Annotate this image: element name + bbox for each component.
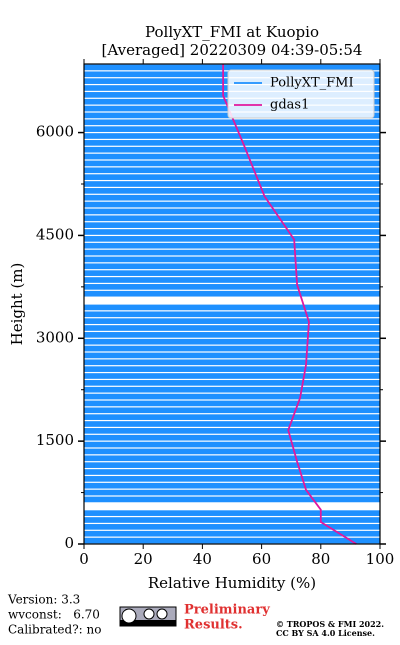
y-tick-label: 6000 [36, 123, 74, 141]
profile-strip [84, 311, 380, 318]
profile-strip [84, 517, 380, 523]
y-tick-label: 0 [64, 534, 74, 552]
profile-strip [84, 400, 380, 407]
plot-frame [83, 63, 381, 545]
profile-strip [84, 373, 380, 379]
profile-strip [84, 332, 380, 338]
profile-strip [84, 325, 380, 331]
profile-strip [84, 462, 380, 468]
x-tick-label: 100 [366, 550, 395, 568]
profile-strip [84, 338, 380, 345]
profile-strip [84, 304, 380, 311]
profile-strip [84, 133, 380, 139]
profile-strip [84, 236, 380, 242]
license: CC BY SA 4.0 License. [276, 628, 375, 638]
profile-strip [84, 476, 380, 482]
y-tick-label: 1500 [36, 431, 74, 449]
profile-strip [84, 407, 380, 414]
legend-box [227, 69, 375, 119]
profile-strip [84, 448, 380, 455]
profile-strip [84, 181, 380, 187]
profile-strip [84, 380, 380, 386]
profile-strip [84, 510, 380, 516]
profile-strip [84, 482, 380, 489]
profile-strip [84, 222, 380, 228]
x-tick-label: 80 [311, 550, 330, 568]
profile-line [222, 64, 357, 545]
profile-strip [84, 496, 380, 503]
profile-strip [84, 194, 380, 201]
profile-strip [84, 290, 380, 297]
profile-strip [84, 455, 380, 462]
profile-strip [84, 119, 380, 126]
profile-strip [84, 201, 380, 208]
profile-strip [84, 537, 380, 544]
x-axis-label: Relative Humidity (%) [148, 574, 316, 592]
profile-strip [84, 277, 380, 283]
profile-strip [84, 359, 380, 366]
profile-strip [84, 428, 380, 434]
profile-strip [84, 140, 380, 146]
profile-strip [84, 215, 380, 222]
x-tick-label: 60 [252, 550, 271, 568]
profile-strip [84, 174, 380, 180]
preliminary-note: Preliminary [184, 603, 270, 618]
profile-strip [84, 229, 380, 235]
profile-strip [84, 249, 380, 256]
footer-version: Version: 3.3 [7, 593, 80, 607]
profile-strip [84, 366, 380, 372]
profile-strip [84, 153, 380, 160]
profile-strip [84, 530, 380, 537]
chart-title: PollyXT_FMI at Kuopio [145, 23, 319, 41]
x-tick-label: 40 [193, 550, 212, 568]
profile-strip [84, 414, 380, 420]
profile-strip [84, 126, 380, 132]
profile-strip [84, 284, 380, 290]
legend-label: gdas1 [270, 98, 309, 113]
profile-strip [84, 352, 380, 359]
profile-strip [84, 524, 380, 530]
profile-strip [84, 242, 380, 249]
legend-label: PollyXT_FMI [270, 76, 354, 91]
profile-strip [84, 270, 380, 276]
profile-strip [84, 469, 380, 475]
profile-strip [84, 421, 380, 427]
profile-strip [84, 188, 380, 194]
cc-logo [119, 606, 177, 627]
y-tick-label: 3000 [36, 328, 74, 346]
profile-strip [84, 434, 380, 441]
x-tick-label: 0 [79, 550, 89, 568]
profile-strip [84, 160, 380, 167]
y-axis-label: Height (m) [8, 263, 26, 346]
legend: PollyXT_FMI gdas1 [227, 69, 375, 119]
footer-calibrated: Calibrated?: no [8, 623, 101, 637]
chart-subtitle: [Averaged] 20220309 04:39-05:54 [102, 41, 363, 59]
footer-wvconst: wvconst: 6.70 [8, 608, 100, 622]
profile-strip [84, 263, 380, 270]
profile-strip [84, 345, 380, 352]
profile-strip [84, 393, 380, 400]
x-tick-label: 20 [134, 550, 153, 568]
profile-strip [84, 167, 380, 174]
profile-strip [84, 146, 380, 153]
profile-strip [84, 318, 380, 324]
profile-strip [84, 489, 380, 496]
profile-strip [84, 386, 380, 393]
profile-strip [84, 441, 380, 448]
profile-strip [84, 256, 380, 263]
profile-strip [84, 208, 380, 215]
copyright: © TROPOS & FMI 2022. [276, 619, 384, 629]
profile-strip [84, 64, 380, 71]
y-tick-label: 4500 [36, 225, 74, 243]
preliminary-note: Results. [184, 618, 243, 633]
